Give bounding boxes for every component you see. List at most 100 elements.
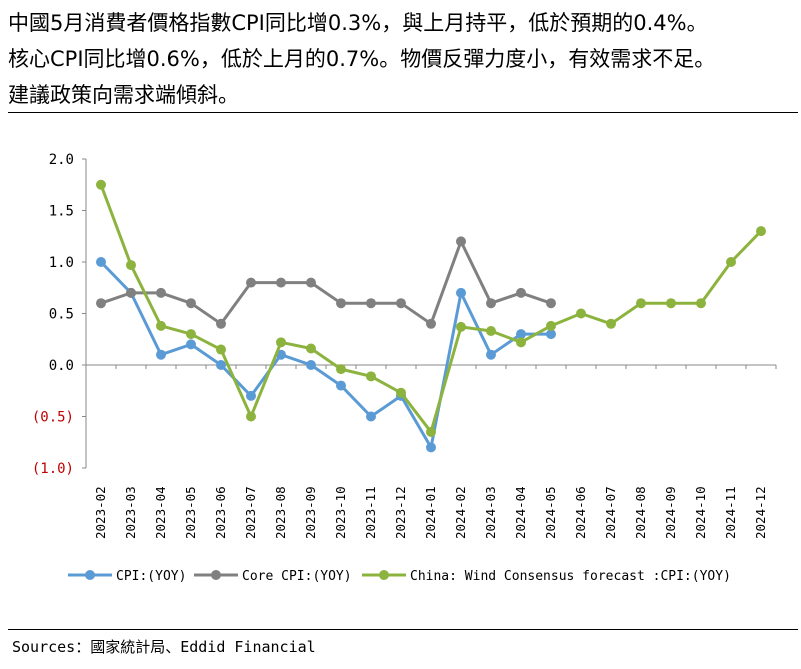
data-point xyxy=(216,360,226,370)
series-line xyxy=(99,260,551,449)
y-tick-label: 1.0 xyxy=(49,255,74,271)
x-tick-label: 2023-06 xyxy=(213,486,228,539)
legend-item: China: Wind Consensus forecast :CPI:(YOY… xyxy=(362,569,731,584)
data-point xyxy=(306,360,316,370)
chart-axes xyxy=(85,159,776,468)
data-point xyxy=(126,287,136,298)
source-divider xyxy=(8,629,798,630)
data-point xyxy=(156,287,166,298)
y-tick-label: 2.0 xyxy=(49,152,74,168)
data-point xyxy=(306,277,316,288)
x-tick-label: 2024-01 xyxy=(423,486,438,539)
legend-label: Core CPI:(YOY) xyxy=(242,569,352,584)
data-point xyxy=(486,298,496,309)
x-tick-label: 2023-03 xyxy=(123,486,138,539)
chart-legend: CPI:(YOY) Core CPI:(YOY) China: Wind Conse… xyxy=(68,569,731,584)
data-point xyxy=(96,257,106,267)
data-point xyxy=(486,326,496,337)
x-tick-label: 2023-05 xyxy=(183,486,198,539)
series-1 xyxy=(96,257,556,453)
legend-label: CPI:(YOY) xyxy=(116,569,186,584)
x-tick-label: 2023-09 xyxy=(303,486,318,539)
x-tick-label: 2023-07 xyxy=(243,486,258,539)
headline-line-1: 中國5月消費者價格指數CPI同比增0.3%，與上月持平，低於預期的0.4%。 xyxy=(8,11,708,35)
data-point xyxy=(546,329,556,340)
data-point xyxy=(726,257,736,267)
data-point xyxy=(516,337,526,348)
data-point xyxy=(606,318,616,329)
series-3 xyxy=(96,179,766,437)
data-point xyxy=(186,339,196,350)
legend-label: China: Wind Consensus forecast :CPI:(YOY… xyxy=(410,569,731,584)
data-point xyxy=(246,411,256,422)
x-tick-label: 2024-09 xyxy=(663,486,678,539)
x-tick-label: 2024-08 xyxy=(633,486,648,539)
data-point xyxy=(396,298,406,309)
x-tick-label: 2024-12 xyxy=(753,486,768,539)
data-point xyxy=(486,349,496,360)
x-tick-label: 2023-04 xyxy=(153,486,168,539)
x-tick-label: 2024-03 xyxy=(483,486,498,539)
data-point xyxy=(426,442,436,453)
data-point xyxy=(216,318,226,329)
x-tick-label: 2023-10 xyxy=(333,486,348,539)
data-point xyxy=(456,287,466,298)
legend-swatch-marker xyxy=(379,570,389,580)
x-tick-label: 2024-02 xyxy=(453,486,468,539)
data-point xyxy=(336,380,346,391)
data-point xyxy=(246,390,256,401)
data-point xyxy=(276,337,286,348)
data-point xyxy=(666,298,676,309)
data-point xyxy=(366,371,376,382)
cpi-line-chart: 2.0 1.5 1.0 0.5 0.0 (0.5) (1.0) 2023-02 2023-03… xyxy=(32,152,777,584)
data-point xyxy=(246,277,256,288)
source-note: Sources：國家統計局、Eddid Financial xyxy=(12,638,316,656)
data-point xyxy=(96,298,106,309)
x-tick-label: 2023-08 xyxy=(273,486,288,539)
x-tick-label: 2023-11 xyxy=(363,486,378,539)
data-point xyxy=(276,277,286,288)
data-point xyxy=(306,343,316,354)
headline-divider xyxy=(8,112,798,113)
chart-series xyxy=(96,179,766,453)
x-tick-label: 2024-04 xyxy=(513,486,528,539)
data-point xyxy=(456,236,466,247)
data-point xyxy=(186,329,196,340)
x-axis-ticks: 2023-02 2023-03 2023-04 2023-05 2023-06 2023-… xyxy=(85,365,777,539)
y-tick-label: 0.5 xyxy=(49,307,74,323)
y-tick-label: 1.5 xyxy=(49,204,74,220)
legend-swatch-marker xyxy=(211,570,221,580)
data-point xyxy=(426,318,436,329)
y-axis-ticks: 2.0 1.5 1.0 0.5 0.0 (0.5) (1.0) xyxy=(32,152,86,477)
y-tick-label: (0.5) xyxy=(32,410,74,426)
x-tick-label: 2024-06 xyxy=(573,486,588,539)
series-line xyxy=(100,239,552,326)
legend-swatch-marker xyxy=(85,570,95,580)
data-point xyxy=(366,411,376,422)
data-point xyxy=(156,349,166,360)
data-point xyxy=(516,329,526,340)
legend-item: Core CPI:(YOY) xyxy=(194,569,352,584)
data-point xyxy=(336,364,346,375)
y-tick-label: (1.0) xyxy=(32,461,74,477)
data-point xyxy=(396,387,406,398)
y-tick-label: 0.0 xyxy=(49,358,74,374)
data-point xyxy=(636,298,646,309)
data-point xyxy=(576,308,586,319)
series-2 xyxy=(96,236,556,329)
data-point xyxy=(516,287,526,298)
data-point xyxy=(426,426,436,437)
x-tick-label: 2023-02 xyxy=(93,486,108,539)
data-point xyxy=(186,298,196,309)
legend-item: CPI:(YOY) xyxy=(68,569,186,584)
data-point xyxy=(366,298,376,309)
x-tick-label: 2024-10 xyxy=(693,486,708,539)
x-tick-label: 2024-11 xyxy=(723,486,738,539)
data-point xyxy=(456,321,466,332)
x-tick-label: 2024-07 xyxy=(603,486,618,539)
data-point xyxy=(546,298,556,309)
data-point xyxy=(546,320,556,331)
x-tick-label: 2024-05 xyxy=(543,486,558,539)
data-point xyxy=(696,298,706,309)
data-point xyxy=(126,260,136,271)
